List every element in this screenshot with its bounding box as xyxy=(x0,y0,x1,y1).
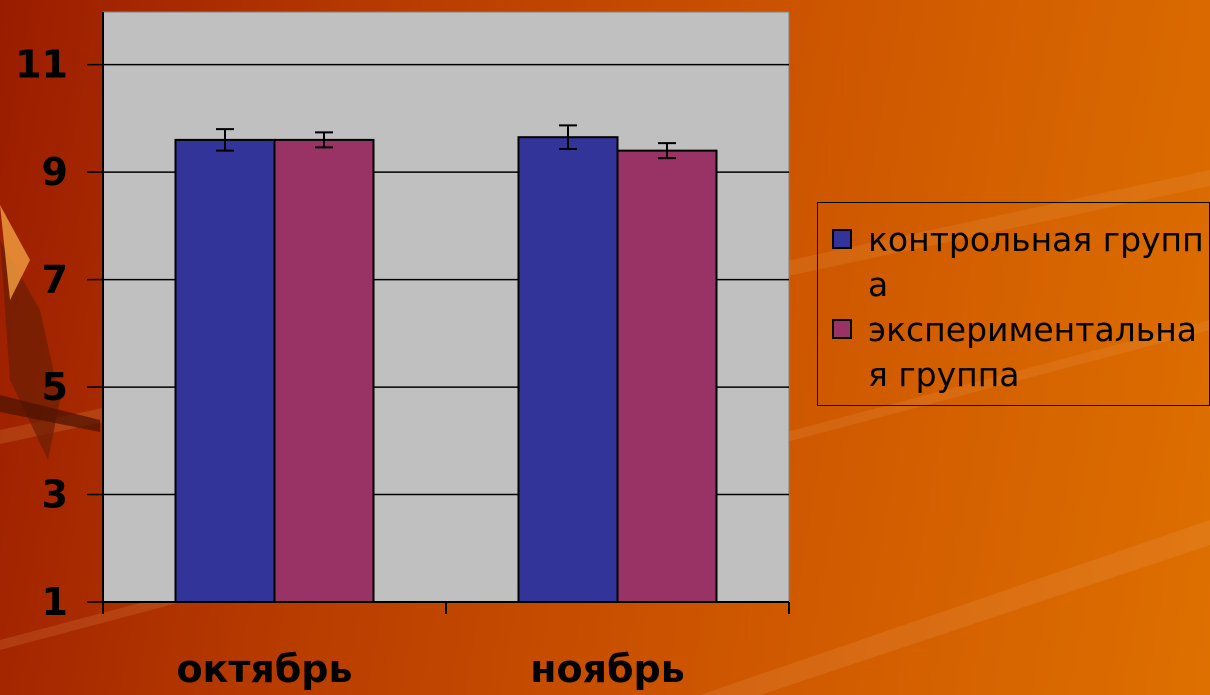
y-tick-label: 9 xyxy=(42,150,68,194)
legend-label-control: контрольная группа xyxy=(868,220,1204,304)
y-tick-label: 7 xyxy=(42,258,68,302)
legend-swatch-experimental xyxy=(832,319,852,339)
x-category-label: ноябрь xyxy=(530,647,685,691)
bar xyxy=(517,136,619,603)
x-category-label: октябрь xyxy=(176,647,352,691)
bar xyxy=(273,138,375,604)
y-tick-label: 1 xyxy=(42,580,68,624)
legend-label-experimental: экспериментальная группа xyxy=(868,310,1198,394)
chart-legend: контрольная группа экспериментальная гру… xyxy=(817,202,1210,406)
legend-swatch-control xyxy=(832,229,852,249)
y-tick-label: 5 xyxy=(42,365,68,409)
y-tick-label: 3 xyxy=(42,473,68,517)
bar xyxy=(616,149,718,603)
y-tick-label: 11 xyxy=(15,43,68,87)
bar xyxy=(174,138,276,604)
